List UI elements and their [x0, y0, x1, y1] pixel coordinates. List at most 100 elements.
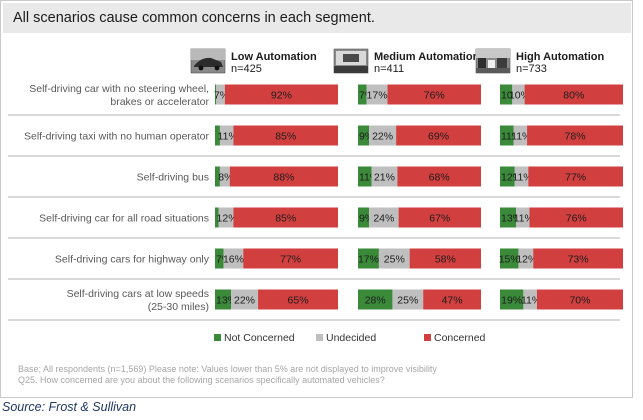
bar-segment-not-concerned	[500, 248, 519, 269]
bar-segment-concerned	[423, 289, 481, 310]
bar-segment-not-concerned	[500, 289, 524, 310]
bar-segment-not-concerned	[358, 248, 379, 269]
bar-segment-undecided	[378, 248, 410, 269]
chart-frame: All scenarios cause common concerns in e…	[0, 0, 633, 398]
data-label: 80%	[563, 90, 584, 102]
bar-segment-concerned	[224, 84, 338, 105]
bar-segment-concerned	[524, 84, 623, 105]
bar-segment-concerned	[396, 125, 481, 146]
bar-segment-undecided	[369, 125, 397, 146]
data-label: 78%	[565, 131, 586, 143]
bar-segment-concerned	[529, 207, 623, 228]
data-label: 76%	[566, 213, 587, 225]
data-label: 22%	[372, 131, 393, 143]
source-caption: Source: Frost & Sullivan	[2, 400, 137, 414]
icon-sky	[191, 49, 225, 60]
bar-segment-not-concerned	[215, 166, 220, 187]
bar-segment-not-concerned	[500, 84, 513, 105]
bar-segment-undecided	[392, 289, 424, 310]
bar-segment-not-concerned	[215, 248, 224, 269]
icon-vehicle	[497, 58, 507, 68]
data-label: 19%	[501, 295, 522, 307]
car-photo-icon	[190, 48, 226, 74]
bar-segment-undecided	[218, 207, 234, 228]
bar-segment-undecided	[230, 289, 259, 310]
legend-label: Undecided	[326, 332, 376, 344]
segment-title: Low Automation	[231, 51, 317, 63]
legend-swatch	[424, 334, 431, 341]
bar-segment-concerned	[533, 248, 623, 269]
data-label: 22%	[234, 295, 255, 307]
data-label: 17%	[367, 90, 388, 102]
bar-segment-not-concerned	[358, 84, 367, 105]
bar-segment-not-concerned	[358, 207, 370, 228]
category-label: Self-driving bus	[137, 172, 209, 184]
segment-header	[333, 48, 369, 74]
bar-segment-not-concerned	[215, 84, 217, 105]
data-label: 73%	[568, 254, 589, 266]
legend-item: Concerned	[424, 332, 486, 344]
bar-segment-undecided	[515, 207, 530, 228]
bar-segment-not-concerned	[215, 289, 231, 310]
icon-road	[476, 68, 510, 73]
category-label: Self-driving cars at low speeds(25-30 mi…	[67, 288, 209, 313]
bar-segment-concerned	[387, 84, 481, 105]
bar-segment-undecided	[371, 166, 398, 187]
category-label: Self-driving car for all road situations	[39, 213, 209, 225]
bar-segment-concerned	[409, 248, 481, 269]
bar-segment-undecided	[219, 125, 234, 146]
bar-segment-concerned	[528, 166, 623, 187]
segment-title: Medium Automation	[374, 51, 480, 63]
data-label: 69%	[428, 131, 449, 143]
data-label: 85%	[275, 213, 296, 225]
category-label-line: Self-driving bus	[137, 172, 209, 184]
data-label: 11%	[514, 213, 534, 225]
data-label: 21%	[374, 172, 395, 184]
data-label: 12%	[516, 254, 537, 266]
bar-segment-concerned	[233, 125, 338, 146]
footnote-question: Q25. How concerned are you about the fol…	[18, 375, 385, 385]
category-label-line: (25-30 miles)	[148, 301, 209, 313]
icon-wheel	[214, 65, 220, 71]
category-label: Self-driving cars for highway only	[55, 254, 210, 266]
bar-segment-concerned	[398, 207, 481, 228]
traffic-photo-icon	[475, 48, 511, 74]
icon-display	[343, 54, 359, 62]
data-label: 24%	[373, 213, 394, 225]
category-label-line: brakes or accelerator	[110, 96, 209, 108]
data-label: 70%	[569, 295, 590, 307]
bar-segment-not-concerned	[215, 125, 220, 146]
data-label: 85%	[275, 131, 296, 143]
legend-item: Not Concerned	[214, 332, 295, 344]
data-label: 8%	[218, 172, 233, 184]
icon-vehicle	[478, 58, 486, 68]
bar-segment-concerned	[233, 207, 338, 228]
data-label: 58%	[435, 254, 456, 266]
dashboard-photo-icon	[333, 48, 369, 74]
data-label: 28%	[365, 295, 386, 307]
header-band	[3, 3, 631, 33]
data-label: 12%	[217, 213, 238, 225]
bar-segment-undecided	[523, 289, 537, 310]
icon-sky	[476, 49, 510, 58]
segment-header	[475, 48, 511, 74]
category-label: Self-driving taxi with no human operator	[24, 131, 210, 143]
data-label: 67%	[429, 213, 450, 225]
data-label: 17%	[358, 254, 379, 266]
bar-segment-not-concerned	[500, 207, 516, 228]
footnote-base: Base; All respondents (n=1,569) Please n…	[18, 364, 437, 374]
icon-vehicle	[488, 60, 495, 68]
data-label: 25%	[384, 254, 405, 266]
bar-segment-not-concerned	[358, 125, 370, 146]
segment-n: n=733	[516, 63, 547, 75]
bar-segment-concerned	[258, 289, 338, 310]
data-label: 68%	[429, 172, 450, 184]
segment-n: n=425	[231, 63, 262, 75]
bar-segment-not-concerned	[358, 166, 372, 187]
legend-item: Undecided	[316, 332, 376, 344]
bar-segment-undecided	[219, 166, 230, 187]
category-label-line: Self-driving taxi with no human operator	[24, 131, 210, 143]
bar-segment-concerned	[243, 248, 338, 269]
bar-segment-concerned	[527, 125, 623, 146]
legend-label: Not Concerned	[224, 332, 295, 344]
